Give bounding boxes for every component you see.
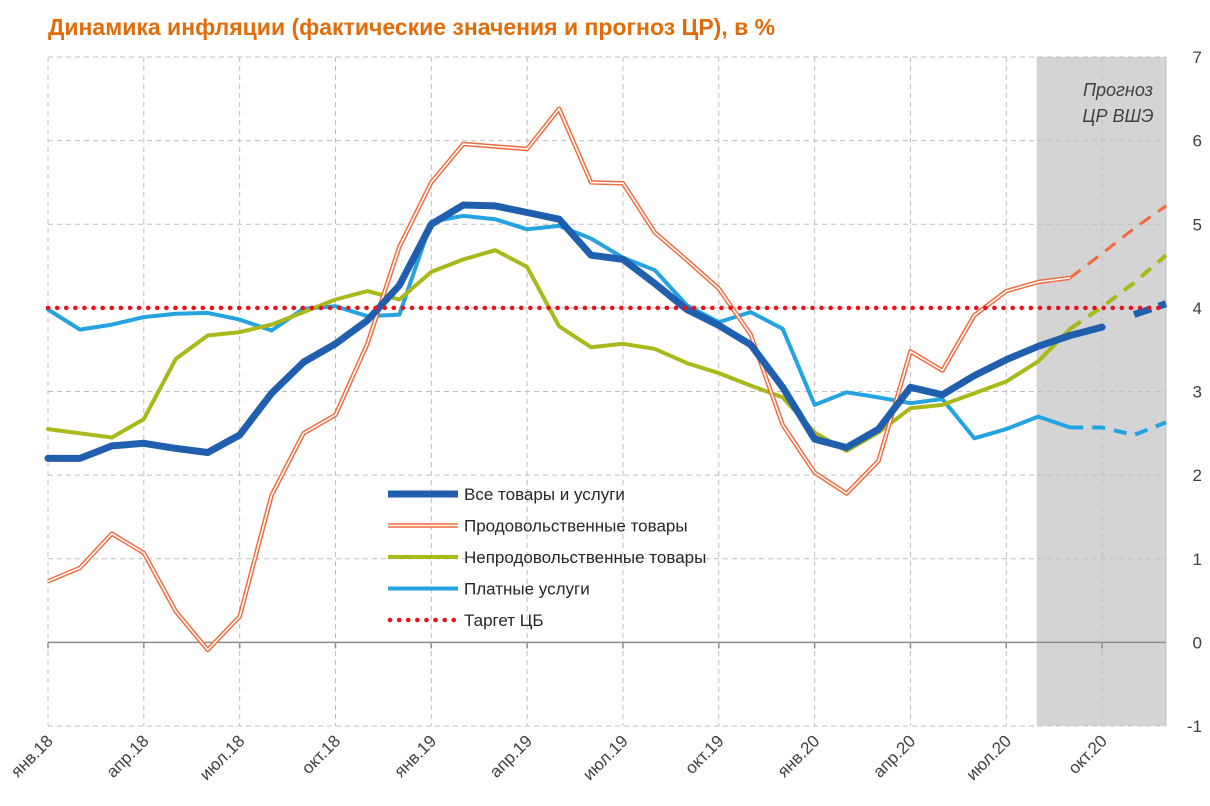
series-line-outer bbox=[47, 106, 1071, 653]
series-forecast-line bbox=[1069, 204, 1167, 279]
forecast-label: Прогноз ЦР ВШЭ bbox=[1082, 80, 1153, 126]
legend-label: Непродовольственные товары bbox=[464, 548, 706, 567]
x-tick-label: янв.18 bbox=[7, 731, 57, 781]
series-line-inner bbox=[47, 108, 1071, 651]
axis-layer: -1 0 1 2 3 4 5 6 7 янв.18 апр.18 июл.18 окт.18 янв.19… bbox=[7, 48, 1202, 784]
series-1 bbox=[47, 106, 1167, 653]
legend-item: Все товары и услуги bbox=[388, 485, 625, 504]
series-line bbox=[44, 201, 1106, 462]
legend-item: Платные услуги bbox=[388, 580, 590, 599]
series-2 bbox=[46, 248, 1168, 453]
legend-item: Таргет ЦБ bbox=[387, 611, 544, 630]
legend-item: Непродовольственные товары bbox=[388, 548, 706, 567]
y-tick-label: 7 bbox=[1193, 48, 1202, 67]
x-tick-label: июл.19 bbox=[579, 731, 632, 784]
y-tick-label: 2 bbox=[1193, 466, 1202, 485]
grid-layer bbox=[47, 56, 1167, 727]
series-forecast-line bbox=[1069, 253, 1168, 331]
forecast-label-line-1: Прогноз bbox=[1083, 80, 1153, 100]
x-tick-label: окт.19 bbox=[681, 731, 727, 777]
legend: Все товары и услуги Продовольственные тов… bbox=[387, 485, 706, 630]
y-tick-label: 6 bbox=[1193, 132, 1202, 151]
x-tick-label: апр.18 bbox=[103, 731, 153, 781]
y-tick-label: 5 bbox=[1193, 215, 1202, 234]
series-forecast-line bbox=[1070, 420, 1167, 438]
x-tick-label: янв.19 bbox=[390, 731, 440, 781]
legend-label: Продовольственные товары bbox=[464, 517, 688, 536]
x-tick-label: июл.20 bbox=[962, 731, 1015, 784]
series-layer bbox=[44, 106, 1169, 653]
x-tick-label: апр.20 bbox=[869, 731, 919, 781]
series-3 bbox=[46, 213, 1167, 441]
y-tick-label: 0 bbox=[1193, 633, 1202, 652]
series-line bbox=[46, 248, 1073, 453]
y-tick-label: 1 bbox=[1193, 550, 1202, 569]
legend-label: Таргет ЦБ bbox=[464, 611, 544, 630]
x-tick-label: апр.19 bbox=[486, 731, 536, 781]
chart-title: Динамика инфляции (фактические значения … bbox=[48, 14, 776, 40]
series-0 bbox=[44, 201, 1168, 462]
x-tick-label: июл.18 bbox=[196, 731, 249, 784]
x-tick-label: янв.20 bbox=[774, 731, 824, 781]
y-tick-label: 3 bbox=[1193, 383, 1202, 402]
legend-item: Продовольственные товары bbox=[388, 517, 688, 536]
x-tick-label: окт.18 bbox=[298, 731, 344, 777]
forecast-label-line-2: ЦР ВШЭ bbox=[1082, 106, 1153, 126]
legend-label: Платные услуги bbox=[464, 580, 590, 599]
x-tick-label: окт.20 bbox=[1065, 731, 1111, 777]
legend-label: Все товары и услуги bbox=[464, 485, 625, 504]
y-tick-label: 4 bbox=[1193, 299, 1202, 318]
y-tick-label: -1 bbox=[1187, 717, 1202, 736]
